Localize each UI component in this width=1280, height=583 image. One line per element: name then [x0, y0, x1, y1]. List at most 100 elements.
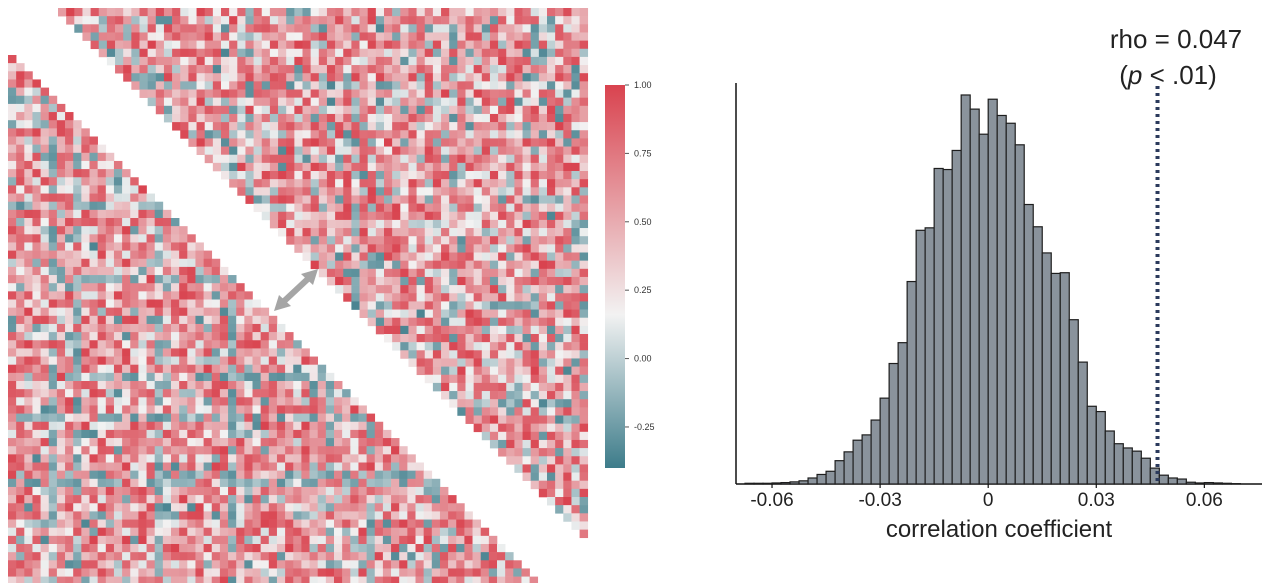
heatmap-cell [449, 211, 458, 221]
heatmap-cell [188, 138, 197, 147]
heatmap-cell [571, 497, 580, 506]
heatmap-cell [245, 113, 254, 123]
heatmap-cell [335, 32, 344, 41]
heatmap-cell [196, 130, 205, 139]
heatmap-cell [481, 228, 491, 237]
heatmap-cell [481, 179, 491, 188]
heatmap-cell [538, 113, 548, 123]
heatmap-cell [171, 519, 180, 528]
heatmap-cell [236, 552, 245, 561]
heatmap-cell [384, 276, 393, 286]
heatmap-cell [448, 527, 457, 537]
heatmap-cell [335, 89, 344, 98]
histogram-bar [1041, 252, 1052, 485]
heatmap-cell [203, 356, 213, 365]
heatmap-cell [563, 113, 572, 123]
heatmap-cell [481, 105, 491, 115]
heatmap-cell [408, 89, 417, 98]
heatmap-cell [449, 285, 458, 294]
heatmap-cell [130, 364, 139, 374]
heatmap-cell [579, 89, 589, 98]
heatmap-cell [48, 218, 58, 227]
heatmap-cell [171, 291, 180, 300]
heatmap-cell [146, 446, 155, 455]
heatmap-cell [325, 478, 335, 488]
heatmap-cell [506, 24, 515, 33]
heatmap-cell [407, 568, 416, 577]
heatmap-cell [48, 364, 58, 374]
heatmap-cell [358, 405, 367, 414]
heatmap-cell [350, 568, 359, 577]
heatmap-cell [488, 560, 498, 569]
heatmap-cell [423, 576, 433, 583]
heatmap-cell [302, 154, 311, 164]
heatmap-cell [423, 470, 433, 480]
heatmap-cell [408, 293, 417, 302]
heatmap-cell [155, 32, 165, 41]
heatmap-cell [538, 56, 548, 66]
heatmap-cell [317, 511, 327, 520]
heatmap-cell [358, 503, 367, 512]
heatmap-cell [506, 211, 515, 221]
heatmap-cell [555, 317, 564, 327]
heatmap-cell [457, 130, 466, 139]
heatmap-cell [58, 8, 67, 17]
heatmap-cell [187, 552, 196, 561]
heatmap-cell [481, 195, 491, 204]
heatmap-cell [48, 258, 58, 268]
heatmap-cell [81, 560, 90, 569]
heatmap-cell [350, 446, 359, 455]
heatmap-cell [204, 32, 214, 41]
heatmap-cell [196, 40, 205, 50]
heatmap-cell [530, 40, 540, 50]
heatmap-cell [139, 32, 148, 41]
heatmap-cell [325, 527, 335, 537]
heatmap-cell [16, 544, 25, 553]
heatmap-cell [423, 552, 433, 561]
heatmap-cell [97, 356, 107, 365]
heatmap-cell [293, 454, 302, 463]
heatmap-cell [382, 511, 392, 520]
heatmap-cell [465, 244, 474, 253]
heatmap-cell [211, 332, 221, 341]
heatmap-cell [343, 154, 352, 164]
heatmap-cell [530, 423, 540, 433]
heatmap-cell [56, 503, 66, 512]
heatmap-cell [171, 234, 180, 243]
heatmap-cell [359, 105, 368, 115]
heatmap-cell [343, 211, 352, 221]
heatmap-cell [367, 24, 377, 33]
heatmap-cell [40, 209, 50, 219]
heatmap-cell [97, 340, 107, 349]
heatmap-cell [506, 179, 515, 188]
heatmap-cell [481, 358, 491, 367]
heatmap-cell [171, 421, 180, 431]
heatmap-cell [260, 568, 270, 577]
heatmap-cell [555, 89, 564, 98]
heatmap-cell [375, 97, 385, 107]
heatmap-cell [367, 268, 377, 278]
heatmap-cell [416, 16, 426, 25]
heatmap-cell [530, 73, 540, 82]
heatmap-cell [343, 32, 352, 41]
heatmap-cell [343, 24, 352, 33]
heatmap-cell [276, 381, 286, 390]
heatmap-cell [285, 405, 294, 414]
heatmap-cell [113, 486, 123, 496]
heatmap-cell [530, 48, 540, 58]
heatmap-cell [318, 8, 328, 17]
heatmap-cell [498, 65, 507, 74]
heatmap-cell [449, 56, 458, 66]
heatmap-cell [448, 511, 457, 520]
heatmap-cell [171, 364, 180, 374]
heatmap-cell [122, 234, 131, 243]
heatmap-cell [188, 48, 197, 58]
heatmap-cell [268, 421, 278, 431]
heatmap-cell [457, 366, 466, 376]
heatmap-cell [74, 16, 83, 25]
heatmap-cell [171, 560, 180, 569]
heatmap-cell [278, 24, 287, 33]
heatmap-cell [163, 40, 173, 50]
heatmap-cell [441, 113, 450, 123]
